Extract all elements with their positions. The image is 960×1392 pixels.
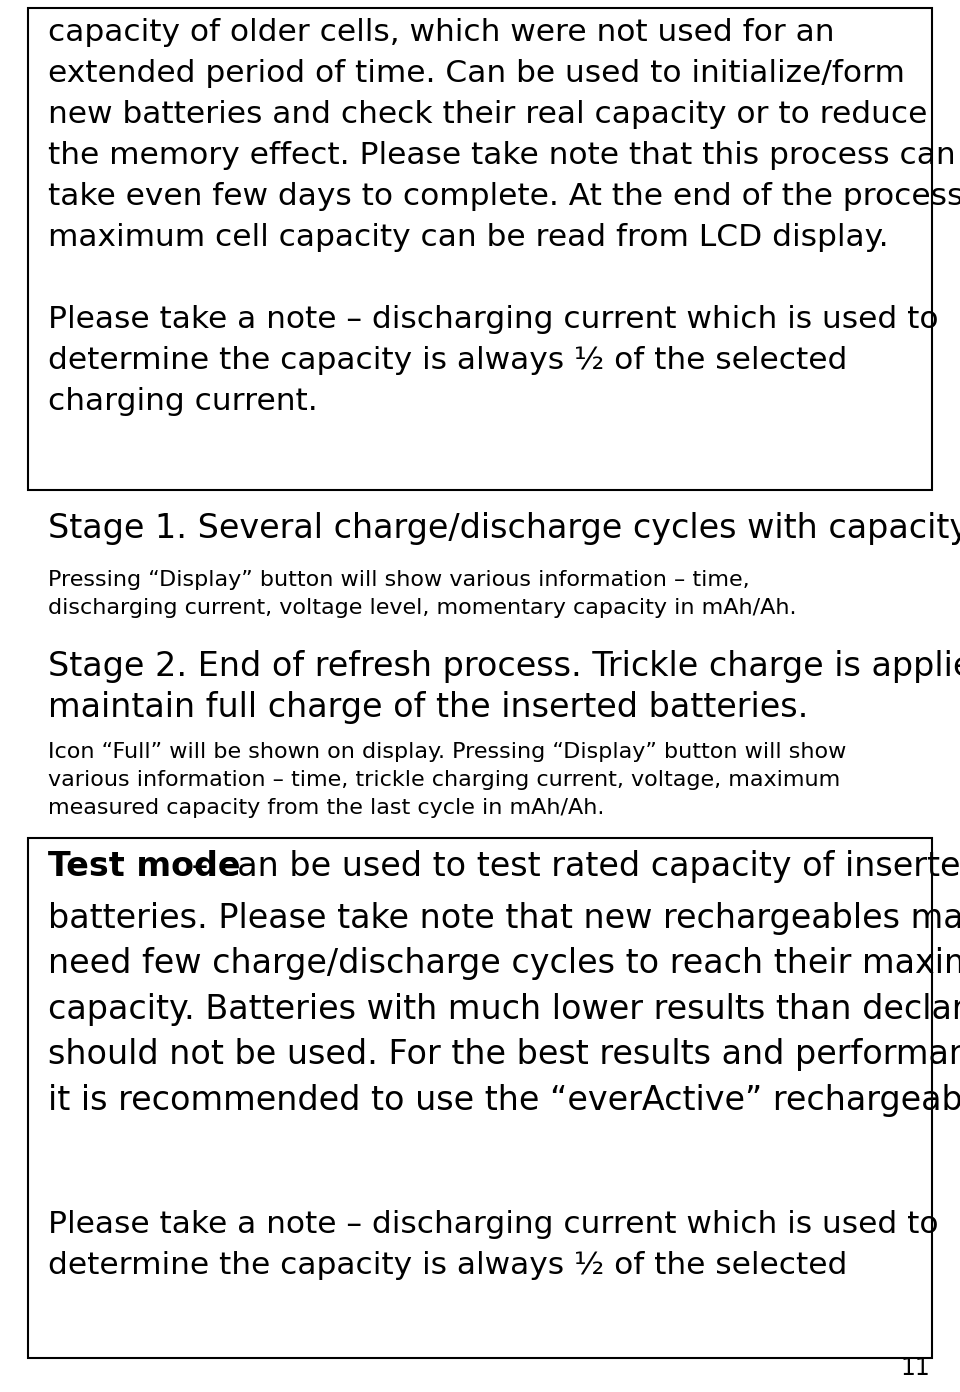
Text: Stage 1. Several charge/discharge cycles with capacity test.: Stage 1. Several charge/discharge cycles… bbox=[48, 512, 960, 546]
Text: – can be used to test rated capacity of inserted: – can be used to test rated capacity of … bbox=[181, 851, 960, 883]
Text: 11: 11 bbox=[900, 1356, 930, 1379]
Text: Stage 2. End of refresh process. Trickle charge is applied to
maintain full char: Stage 2. End of refresh process. Trickle… bbox=[48, 650, 960, 724]
Text: Test mode: Test mode bbox=[48, 851, 241, 883]
Text: Please take a note – discharging current which is used to
determine the capacity: Please take a note – discharging current… bbox=[48, 1210, 939, 1281]
Bar bbox=[28, 838, 932, 1359]
Text: Icon “Full” will be shown on display. Pressing “Display” button will show
variou: Icon “Full” will be shown on display. Pr… bbox=[48, 742, 847, 818]
Text: batteries. Please take note that new rechargeables may
need few charge/discharge: batteries. Please take note that new rec… bbox=[48, 902, 960, 1116]
Bar bbox=[28, 8, 932, 490]
Text: Pressing “Display” button will show various information – time,
discharging curr: Pressing “Display” button will show vari… bbox=[48, 569, 797, 618]
Text: capacity of older cells, which were not used for an
extended period of time. Can: capacity of older cells, which were not … bbox=[48, 18, 960, 416]
